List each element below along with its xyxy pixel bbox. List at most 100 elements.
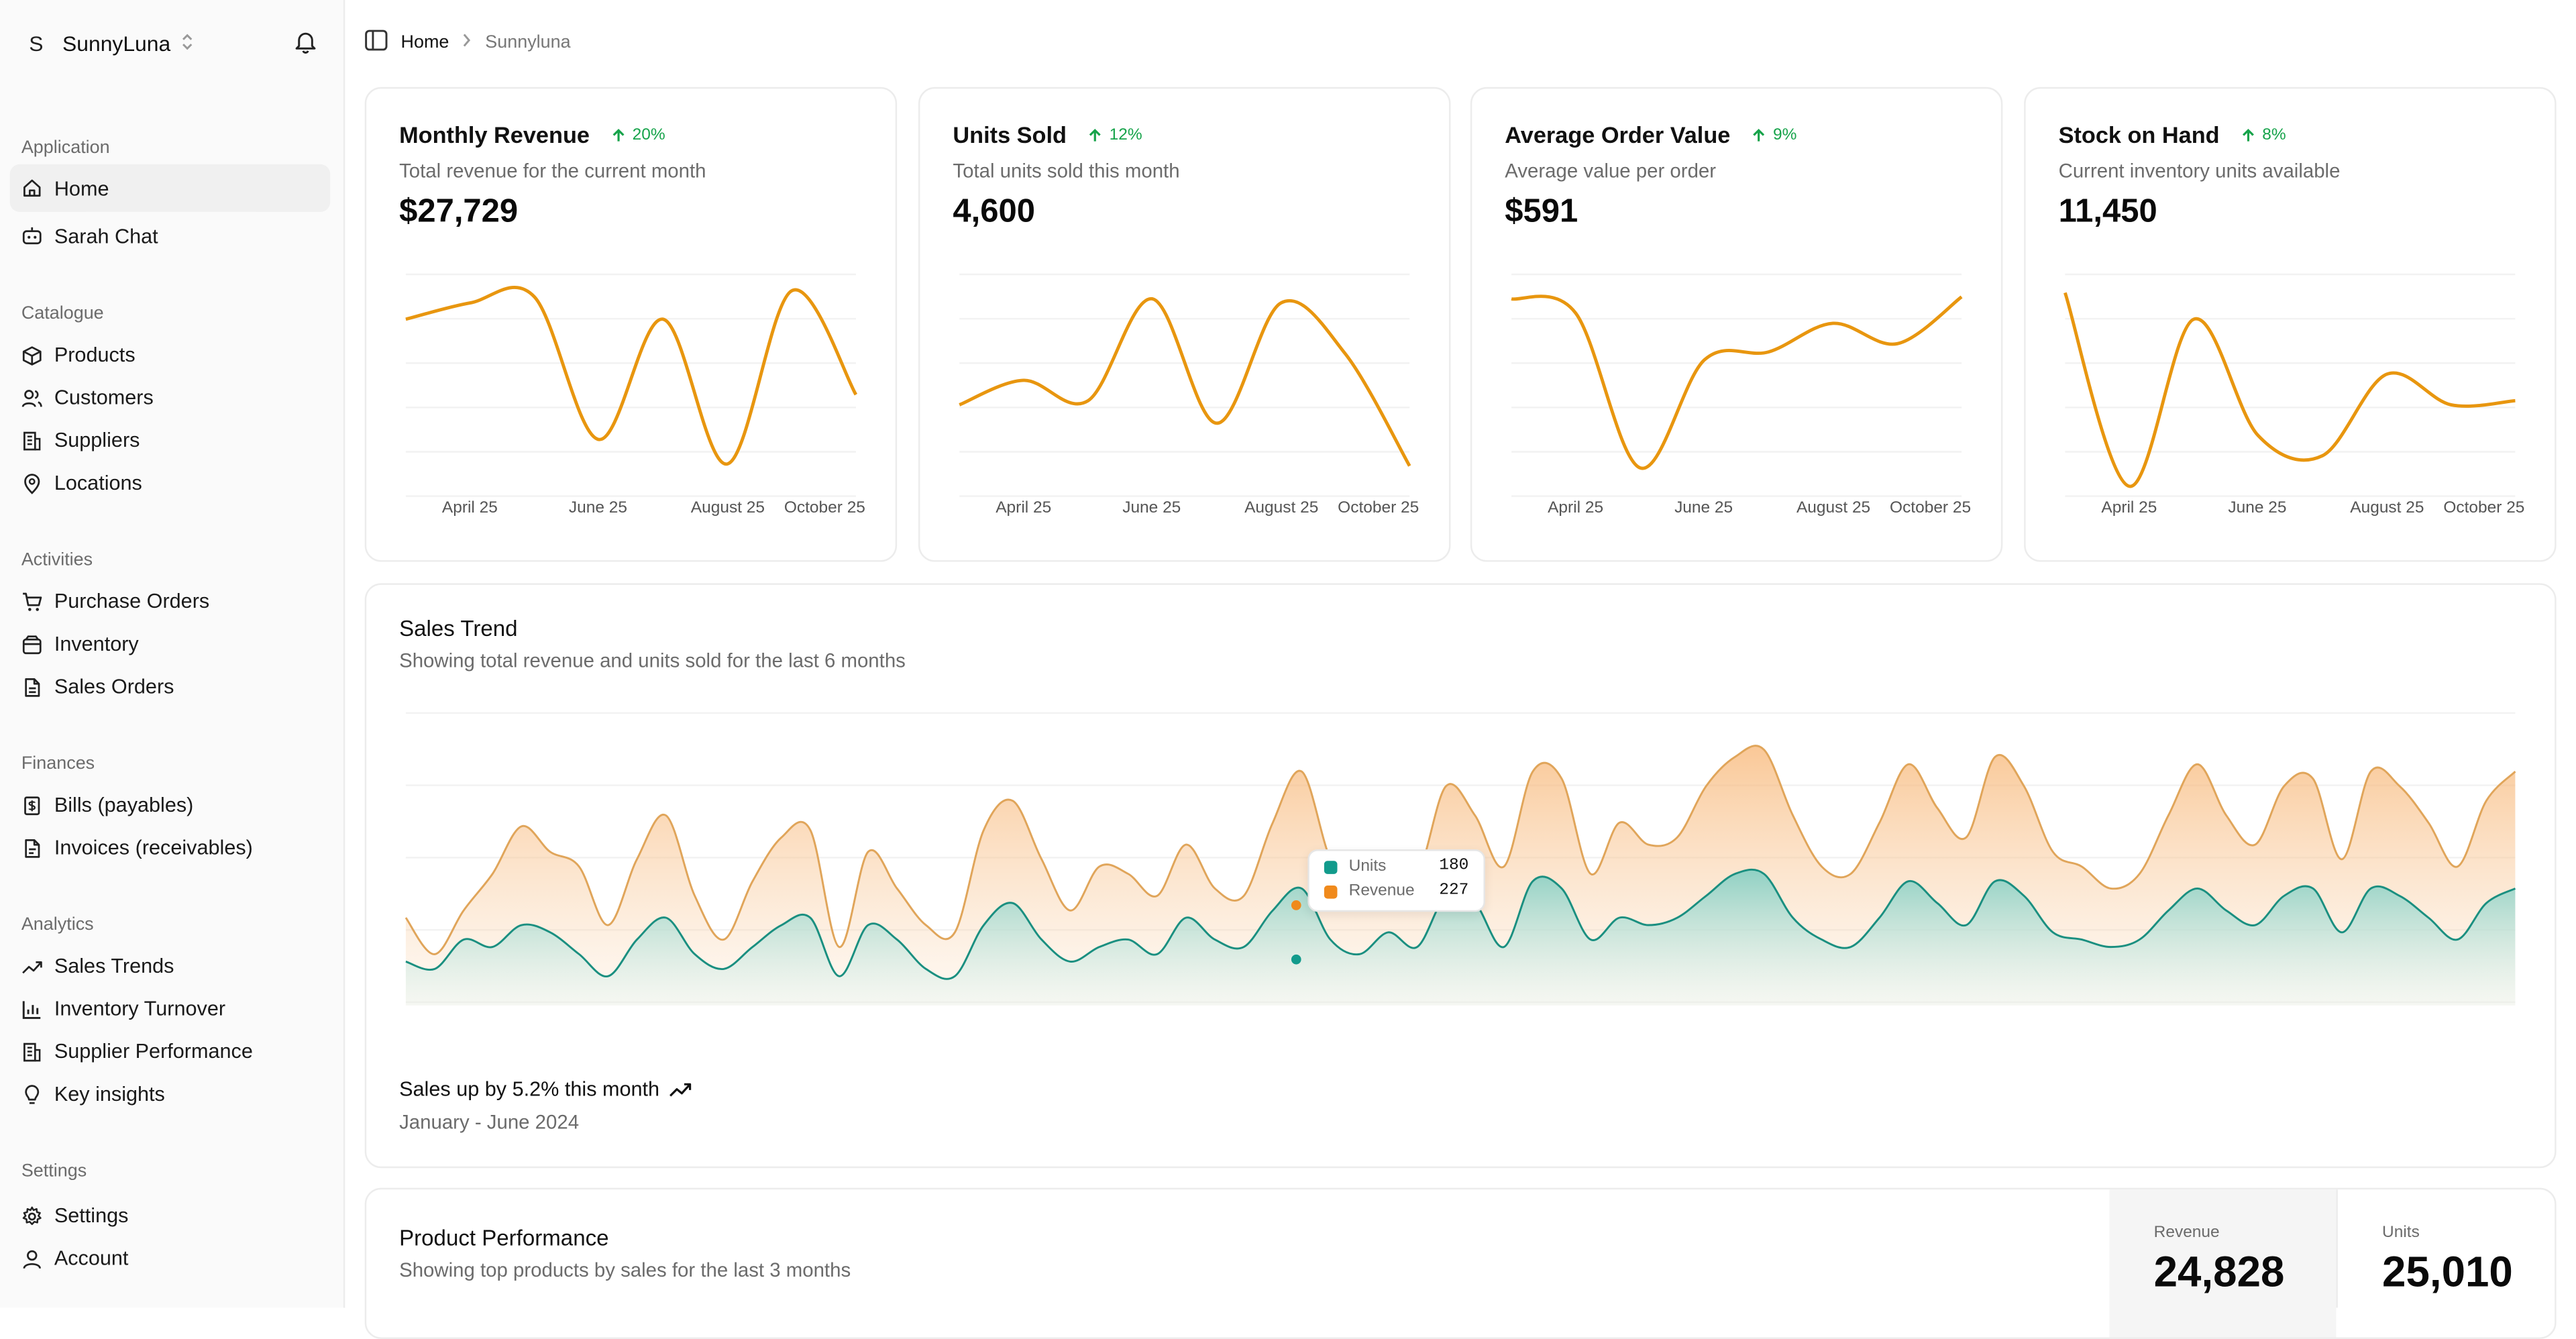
revenue-stat[interactable]: Revenue 24,828 bbox=[2109, 1189, 2337, 1338]
sidebar-item-label: Sarah Chat bbox=[54, 224, 158, 248]
x-tick-label: June 25 bbox=[1674, 498, 1733, 517]
file-icon bbox=[25, 677, 40, 696]
users-icon bbox=[21, 388, 42, 407]
trending-up-icon bbox=[22, 960, 42, 973]
sidebar-item-account[interactable]: Account bbox=[0, 1237, 343, 1280]
kpi-line-chart[interactable]: April 25 June 25 August 25 October 25 bbox=[1472, 253, 2001, 549]
x-tick-label: August 25 bbox=[2350, 498, 2424, 517]
nav-group-application: Application Home Sarah Chat bbox=[0, 131, 343, 260]
sidebar-item-suppliers[interactable]: Suppliers bbox=[0, 419, 343, 462]
sidebar-item-home[interactable]: Home bbox=[9, 164, 331, 212]
sidebar-item-locations[interactable]: Locations bbox=[0, 462, 343, 504]
user-icon bbox=[23, 1249, 41, 1269]
nav-group-title[interactable]: Analytics bbox=[21, 915, 94, 935]
sidebar-item-products[interactable]: Products bbox=[0, 333, 343, 376]
sidebar-item-inventory-turnover[interactable]: Inventory Turnover bbox=[0, 987, 343, 1030]
units-series-area bbox=[405, 869, 2516, 1006]
x-tick-label: April 25 bbox=[442, 498, 498, 517]
kpi-change-badge: 9% bbox=[1752, 125, 1796, 144]
kpi-subtitle: Total revenue for the current month bbox=[399, 159, 706, 182]
kpi-line-chart[interactable]: April 25 June 25 August 25 October 25 bbox=[2026, 253, 2555, 549]
arrow-up-icon bbox=[2243, 127, 2254, 141]
sales-trend-chart[interactable] bbox=[366, 684, 2555, 1012]
workspace-avatar: S bbox=[29, 30, 44, 56]
sidebar-item-label: Account bbox=[54, 1246, 129, 1271]
kpi-title-text: Units Sold bbox=[953, 121, 1067, 148]
receipt-icon bbox=[24, 796, 40, 814]
sidebar-item-sales-orders[interactable]: Sales Orders bbox=[0, 665, 343, 708]
sidebar-item-label: Inventory bbox=[54, 632, 139, 656]
sales-trend-title: Sales Trend bbox=[399, 616, 518, 641]
kpi-subtitle: Average value per order bbox=[1505, 159, 1717, 182]
sidebar-item-sarah-chat[interactable]: Sarah Chat bbox=[0, 212, 343, 260]
x-tick-label: April 25 bbox=[996, 498, 1051, 517]
box-icon bbox=[22, 635, 42, 653]
nav-group-title[interactable]: Finances bbox=[21, 754, 95, 774]
arrow-up-icon bbox=[1089, 127, 1102, 141]
kpi-title: Stock on Hand 8% bbox=[2059, 121, 2286, 148]
revenue-stat-label: Revenue bbox=[2153, 1224, 2220, 1242]
invoice-icon bbox=[25, 838, 40, 857]
sidebar-item-purchase-orders[interactable]: Purchase Orders bbox=[0, 580, 343, 623]
x-tick-label: April 25 bbox=[1548, 498, 1603, 517]
sidebar-item-supplier-performance[interactable]: Supplier Performance bbox=[0, 1030, 343, 1073]
building-icon bbox=[23, 431, 41, 450]
sidebar-item-inventory[interactable]: Inventory bbox=[0, 623, 343, 665]
nav-group-title[interactable]: Catalogue bbox=[21, 304, 104, 324]
breadcrumb-home[interactable]: Home bbox=[400, 32, 449, 53]
tooltip-units-label: Units bbox=[1348, 857, 1387, 876]
revenue-swatch bbox=[1324, 884, 1338, 898]
breadcrumb: Home Sunnyluna bbox=[365, 28, 571, 58]
sidebar-item-label: Settings bbox=[54, 1204, 129, 1228]
trend-footer-text: Sales up by 5.2% this month bbox=[399, 1077, 660, 1101]
sidebar-item-sales-trends[interactable]: Sales Trends bbox=[0, 945, 343, 987]
sidebar-item-bills-payables[interactable]: Bills (payables) bbox=[0, 784, 343, 826]
tooltip-units-value: 180 bbox=[1439, 857, 1469, 876]
revenue-series-line bbox=[405, 745, 2516, 955]
kpi-title-text: Average Order Value bbox=[1505, 121, 1731, 148]
sidebar-item-label: Sales Trends bbox=[54, 954, 174, 978]
revenue-active-point bbox=[1291, 900, 1301, 910]
sidebar-item-label: Supplier Performance bbox=[54, 1040, 253, 1063]
cart-icon bbox=[23, 592, 42, 610]
units-stat-label: Units bbox=[2382, 1224, 2420, 1242]
kpi-line-chart[interactable]: April 25 June 25 August 25 October 25 bbox=[920, 253, 1449, 549]
tooltip-revenue-value: 227 bbox=[1439, 882, 1469, 901]
building-icon bbox=[23, 1042, 41, 1061]
x-tick-label: October 25 bbox=[2443, 498, 2524, 517]
sidebar: S SunnyLuna Application Home Sarah Chat Cat… bbox=[0, 0, 345, 1308]
bell-icon[interactable] bbox=[294, 30, 320, 56]
trending-up-icon bbox=[670, 1083, 692, 1097]
sidebar-item-label: Locations bbox=[54, 471, 142, 495]
nav-group-title[interactable]: Activities bbox=[21, 550, 93, 570]
kpi-change-badge: 8% bbox=[2241, 125, 2286, 144]
chart-tooltip: Units 180 Revenue 227 bbox=[1307, 849, 1485, 912]
kpi-series-line bbox=[1511, 294, 1963, 470]
x-tick-label: October 25 bbox=[1890, 498, 1971, 517]
kpi-subtitle: Current inventory units available bbox=[2058, 159, 2341, 182]
sidebar-item-label: Key insights bbox=[54, 1082, 165, 1106]
kpi-change-value: 8% bbox=[2262, 125, 2286, 144]
nav-group-activities: Activities Purchase Orders Inventory Sales … bbox=[0, 544, 343, 708]
sidebar-item-invoices-receivables[interactable]: Invoices (receivables) bbox=[0, 826, 343, 869]
nav-group-settings: Settings Settings Account bbox=[0, 1155, 343, 1280]
kpi-line-chart[interactable]: April 25 June 25 August 25 October 25 bbox=[366, 253, 896, 549]
kpi-value: $591 bbox=[1505, 193, 1578, 230]
sidebar-item-label: Home bbox=[54, 176, 109, 200]
sidebar-item-label: Customers bbox=[54, 386, 154, 409]
nav-group-catalogue: Catalogue Products Customers Suppliers Locat… bbox=[0, 297, 343, 504]
kpi-change-value: 20% bbox=[632, 125, 665, 144]
workspace-switcher[interactable]: S SunnyLuna bbox=[21, 25, 325, 61]
sidebar-item-settings[interactable]: Settings bbox=[0, 1194, 343, 1237]
sidebar-item-customers[interactable]: Customers bbox=[0, 376, 343, 419]
sidebar-item-label: Suppliers bbox=[54, 429, 140, 452]
arrow-up-icon bbox=[612, 127, 625, 141]
kpi-series-line bbox=[405, 286, 858, 466]
units-stat[interactable]: Units 25,010 bbox=[2336, 1189, 2555, 1308]
map-pin-icon bbox=[24, 473, 40, 494]
home-icon bbox=[23, 179, 41, 197]
sidebar-toggle-icon[interactable] bbox=[365, 30, 388, 56]
sidebar-item-key-insights[interactable]: Key insights bbox=[0, 1073, 343, 1116]
kpi-value: $27,729 bbox=[399, 193, 519, 230]
x-tick-label: August 25 bbox=[1244, 498, 1318, 517]
